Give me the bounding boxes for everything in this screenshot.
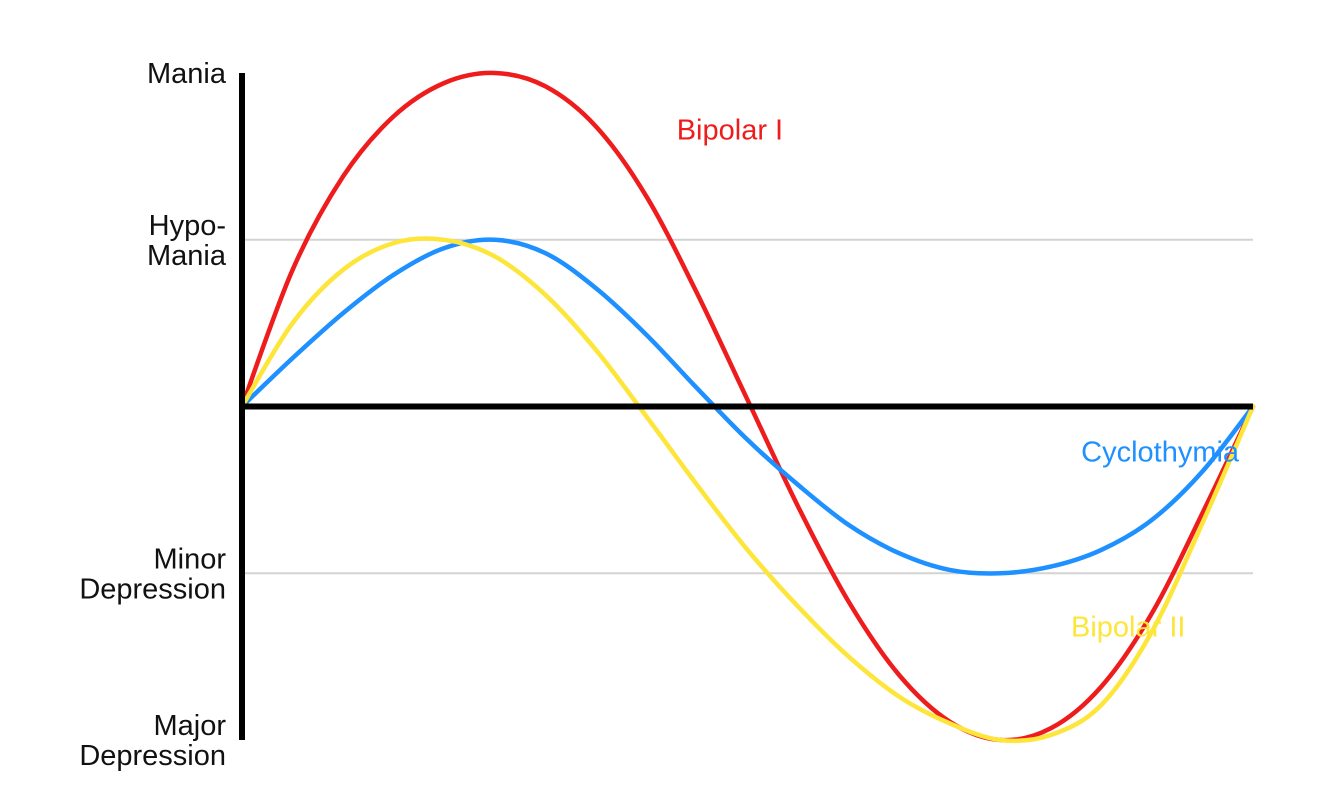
y-tick-label: Depression bbox=[79, 740, 226, 772]
y-tick-label: Major bbox=[153, 710, 226, 742]
y-tick-label: Mania bbox=[147, 58, 227, 90]
series-line-cyclothymia bbox=[239, 237, 1256, 576]
series-label-cyclothymia: Cyclothymia bbox=[1081, 437, 1240, 469]
y-tick-label: Depression bbox=[79, 573, 226, 605]
y-tick-label: Mania bbox=[147, 240, 227, 272]
y-tick-label: Hypo- bbox=[149, 210, 226, 242]
y-tick-label: Minor bbox=[153, 543, 226, 575]
series-line-bipolar-ii bbox=[239, 236, 1256, 744]
series-line-bipolar-i bbox=[239, 70, 1256, 743]
series-label-bipolar-ii: Bipolar II bbox=[1071, 612, 1185, 644]
series-label-bipolar-i: Bipolar I bbox=[677, 115, 783, 147]
